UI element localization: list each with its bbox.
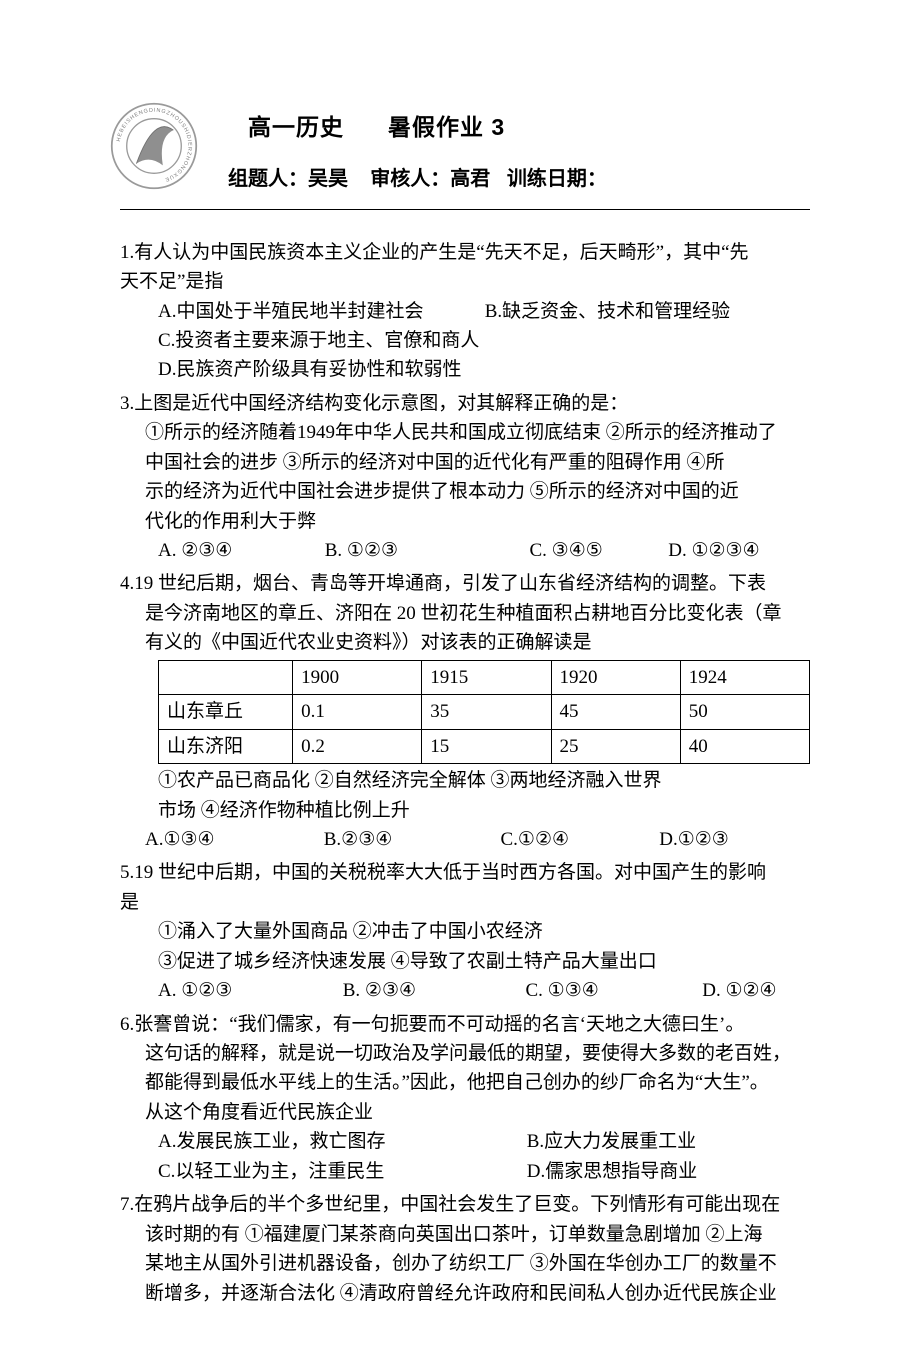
q3-optB: B. ①②③: [325, 536, 525, 565]
q4-options: A.①③④ B.②③④ C.①②④ D.①②③: [120, 825, 810, 854]
page-title-line: 高一历史 暑假作业 3: [248, 110, 810, 146]
question-1: 1.有人认为中国民族资本主义企业的产生是“先天不足，后天畸形”，其中“先 天不足…: [120, 238, 810, 385]
school-logo: HEBEISHENGDINGZHOUSHIDIERZHONGXUE: [110, 102, 198, 190]
q4-r0c1: 0.1: [293, 695, 422, 729]
q6-optA: A.发展民族工业，救亡图存: [158, 1127, 522, 1156]
q4-th3: 1920: [551, 660, 680, 694]
q4-table: 1900 1915 1920 1924 山东章丘 0.1 35 45 50 山东…: [158, 660, 810, 764]
reviewer-label: 审核人：: [370, 168, 450, 190]
q4-optC: C.①②④: [501, 825, 655, 854]
q6-options-row2: C.以轻工业为主，注重民生 D.儒家思想指导商业: [120, 1157, 810, 1186]
q6-line3: 都能得到最低水平线上的生活。”因此，他把自己创办的纱厂命名为“大生”。: [120, 1068, 810, 1097]
q4-line2: 是今济南地区的章丘、济阳在 20 世初花生种植面积占耕地百分比变化表（章: [120, 599, 810, 628]
q4-r0c4: 50: [680, 695, 809, 729]
q3-stmt2: 中国社会的进步 ③所示的经济对中国的近代化有严重的阻碍作用 ④所: [120, 448, 810, 477]
q1-line2: 天不足”是指: [120, 267, 810, 296]
header: HEBEISHENGDINGZHOUSHIDIERZHONGXUE 高一历史暑假…: [120, 110, 810, 210]
q5-optC: C. ①③④: [526, 976, 698, 1005]
q3-optC: C. ③④⑤: [530, 536, 664, 565]
q6-line1: 6.张謇曾说：“我们儒家，有一句扼要而不可动摇的名言‘天地之大德曰生’。: [120, 1010, 810, 1039]
q4-r0c3: 45: [551, 695, 680, 729]
question-7: 7.在鸦片战争后的半个多世纪里，中国社会发生了巨变。下列情形有可能出现在 该时期…: [120, 1190, 810, 1308]
q1-line1: 1.有人认为中国民族资本主义企业的产生是“先天不足，后天畸形”，其中“先: [120, 238, 810, 267]
author-name: 吴昊: [308, 168, 348, 190]
subtitle-line: 组题人：吴昊 审核人：高君 训练日期：: [228, 164, 810, 195]
question-5: 5.19 世纪中后期，中国的关税税率大大低于当时西方各国。对中国产生的影响 是 …: [120, 858, 810, 1005]
q4-r0c2: 35: [422, 695, 551, 729]
q6-optD: D.儒家思想指导商业: [527, 1157, 697, 1186]
q4-line3: 有义的《中国近代农业史资料》）对该表的正确解读是: [120, 628, 810, 657]
q6-line4: 从这个角度看近代民族企业: [120, 1098, 810, 1127]
q5-optB: B. ②③④: [343, 976, 521, 1005]
q1-optC: C.投资者主要来源于地主、官僚和商人: [158, 326, 512, 355]
table-row: 山东济阳 0.2 15 25 40: [159, 729, 810, 763]
q5-line2: 是: [120, 888, 810, 917]
q3-optD: D. ①②③④: [668, 536, 759, 565]
page: HEBEISHENGDINGZHOUSHIDIERZHONGXUE 高一历史 暑假…: [0, 0, 920, 1352]
q7-line4: 断增多，并逐渐合法化 ④清政府曾经允许政府和民间私人创办近代民族企业: [120, 1279, 810, 1308]
q4-r1c2: 15: [422, 729, 551, 763]
q4-r1c1: 0.2: [293, 729, 422, 763]
reviewer-name: 高君: [450, 168, 490, 190]
q4-stmt1: ①农产品已商品化 ②自然经济完全解体 ③两地经济融入世界: [120, 766, 810, 795]
q1-options-row1: A.中国处于半殖民地半封建社会 B.缺乏资金、技术和管理经验: [120, 297, 810, 326]
question-6: 6.张謇曾说：“我们儒家，有一句扼要而不可动摇的名言‘天地之大德曰生’。 这句话…: [120, 1010, 810, 1187]
q4-r1c3: 25: [551, 729, 680, 763]
q4-th2: 1915: [422, 660, 551, 694]
q4-optB: B.②③④: [324, 825, 496, 854]
q5-optA: A. ①②③: [158, 976, 338, 1005]
q7-line1: 7.在鸦片战争后的半个多世纪里，中国社会发生了巨变。下列情形有可能出现在: [120, 1190, 810, 1219]
q4-r0c0: 山东章丘: [159, 695, 293, 729]
q3-line1: 3.上图是近代中国经济结构变化示意图，对其解释正确的是：: [120, 389, 810, 418]
q1-optB: B.缺乏资金、技术和管理经验: [485, 297, 730, 326]
q7-line3: 某地主从国外引进机器设备，创办了纺织工厂 ③外国在华创办工厂的数量不: [120, 1249, 810, 1278]
q3-stmt3: 示的经济为近代中国社会进步提供了根本动力 ⑤所示的经济对中国的近: [120, 477, 810, 506]
q5-stmt2: ③促进了城乡经济快速发展 ④导致了农副土特产品大量出口: [120, 947, 810, 976]
q4-th0: [159, 660, 293, 694]
q5-line1: 5.19 世纪中后期，中国的关税税率大大低于当时西方各国。对中国产生的影响: [120, 858, 810, 887]
q4-optA: A.①③④: [145, 825, 319, 854]
q3-options: A. ②③④ B. ①②③ C. ③④⑤ D. ①②③④: [120, 536, 810, 565]
q1-options-row2: C.投资者主要来源于地主、官僚和商人 D.民族资产阶级具有妥协性和软弱性: [120, 326, 810, 385]
q6-options-row1: A.发展民族工业，救亡图存 B.应大力发展重工业: [120, 1127, 810, 1156]
q3-optA: A. ②③④: [158, 536, 320, 565]
question-4: 4.19 世纪后期，烟台、青岛等开埠通商，引发了山东省经济结构的调整。下表 是今…: [120, 569, 810, 854]
q4-r1c4: 40: [680, 729, 809, 763]
date-label: 训练日期：: [507, 168, 607, 190]
q4-r1c0: 山东济阳: [159, 729, 293, 763]
q4-optD: D.①②③: [659, 825, 729, 854]
q4-stmt2: 市场 ④经济作物种植比例上升: [120, 796, 810, 825]
q6-optC: C.以轻工业为主，注重民生: [158, 1157, 522, 1186]
q5-optD: D. ①②④: [702, 976, 776, 1005]
table-row: 1900 1915 1920 1924: [159, 660, 810, 694]
q6-optB: B.应大力发展重工业: [527, 1127, 696, 1156]
q3-stmt1: ①所示的经济随着1949年中华人民共和国成立彻底结束 ②所示的经济推动了: [120, 418, 810, 447]
q1-optA: A.中国处于半殖民地半封建社会: [158, 297, 480, 326]
page-title-right: 暑假作业 3: [388, 114, 505, 140]
q7-line2: 该时期的有 ①福建厦门某茶商向英国出口茶叶，订单数量急剧增加 ②上海: [120, 1220, 810, 1249]
q6-line2: 这句话的解释，就是说一切政治及学问最低的期望，要使得大多数的老百姓，: [120, 1039, 810, 1068]
author-label: 组题人：: [228, 168, 308, 190]
q4-th4: 1924: [680, 660, 809, 694]
page-title-left: 高一历史: [248, 114, 344, 140]
q1-optD: D.民族资产阶级具有妥协性和软弱性: [158, 355, 461, 384]
table-row: 山东章丘 0.1 35 45 50: [159, 695, 810, 729]
header-divider: [120, 209, 810, 210]
q5-options: A. ①②③ B. ②③④ C. ①③④ D. ①②④: [120, 976, 810, 1005]
q3-stmt4: 代化的作用利大于弊: [120, 507, 810, 536]
q4-line1: 4.19 世纪后期，烟台、青岛等开埠通商，引发了山东省经济结构的调整。下表: [120, 569, 810, 598]
question-3: 3.上图是近代中国经济结构变化示意图，对其解释正确的是： ①所示的经济随着194…: [120, 389, 810, 566]
q4-th1: 1900: [293, 660, 422, 694]
q5-stmt1: ①涌入了大量外国商品 ②冲击了中国小农经济: [120, 917, 810, 946]
